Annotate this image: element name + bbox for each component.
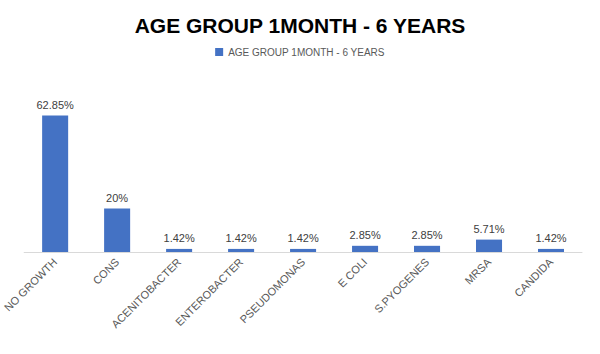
svg-text:20%: 20% — [106, 192, 128, 204]
svg-text:S.PYOGENES: S.PYOGENES — [372, 256, 431, 315]
svg-text:CANDIDA: CANDIDA — [512, 255, 556, 299]
svg-text:1.42%: 1.42% — [535, 232, 566, 244]
svg-text:E COLI: E COLI — [335, 256, 369, 290]
svg-text:1.42%: 1.42% — [164, 232, 195, 244]
svg-text:ACENITOBACTER: ACENITOBACTER — [109, 255, 184, 331]
svg-text:PSEUDOMONAS: PSEUDOMONAS — [238, 256, 308, 326]
svg-text:1.42%: 1.42% — [287, 232, 318, 244]
svg-text:2.85%: 2.85% — [349, 229, 380, 241]
svg-text:2.85%: 2.85% — [411, 229, 442, 241]
svg-text:62.85%: 62.85% — [36, 99, 74, 111]
svg-text:NO GROWTH: NO GROWTH — [2, 256, 60, 314]
svg-text:AGE GROUP 1MONTH - 6 YEARS: AGE GROUP 1MONTH - 6 YEARS — [135, 14, 466, 37]
svg-text:ENTEROBACTER: ENTEROBACTER — [173, 256, 245, 328]
svg-text:5.71%: 5.71% — [473, 223, 504, 235]
svg-text:AGE GROUP 1MONTH - 6 YEARS: AGE GROUP 1MONTH - 6 YEARS — [228, 47, 385, 58]
svg-text:MRSA: MRSA — [462, 255, 493, 286]
svg-text:1.42%: 1.42% — [225, 232, 256, 244]
svg-text:CONS: CONS — [90, 256, 121, 287]
